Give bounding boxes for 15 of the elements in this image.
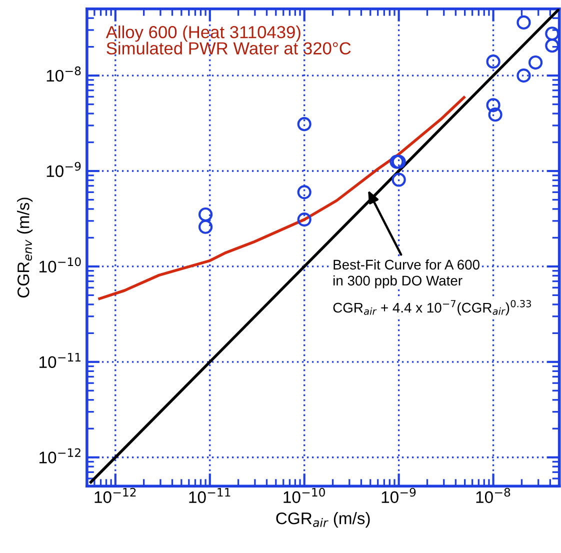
text: Alloy 600 (Heat 3110439) Simulated PWR Water at 320°C: [106, 26, 351, 54]
y-axis-title: CGR$_{env}$ (m/s): [17, 198, 33, 298]
annotation: Best-Fit Curve for A 600 in 300 ppb DO Water: [334, 259, 480, 288]
x-tick-label: 10$^{−9}$: [382, 488, 416, 504]
x-tick-label: 10$^{−11}$: [189, 488, 230, 504]
y-tick-label: 10$^{−11}$: [40, 352, 80, 368]
y-tick-label: 10$^{−10}$: [40, 257, 81, 273]
y-tick-label: 10$^{−9}$: [46, 162, 81, 178]
x-tick-label: 10$^{−8}$: [476, 488, 510, 504]
x-tick-label: 10$^{−10}$: [284, 488, 325, 504]
annotation: CGR$_{air}$ + 4.4 x 10$^{−7}$(CGR$_{air}$)$^{0.33}$: [333, 300, 531, 316]
y-tick-label: 10$^{−8}$: [46, 66, 81, 82]
x-axis-title: CGR$_{air}$ (m/s): [276, 512, 370, 528]
y-tick-label: 10$^{−12}$: [40, 448, 80, 464]
x-tick-label: 10$^{−12}$: [94, 488, 136, 504]
